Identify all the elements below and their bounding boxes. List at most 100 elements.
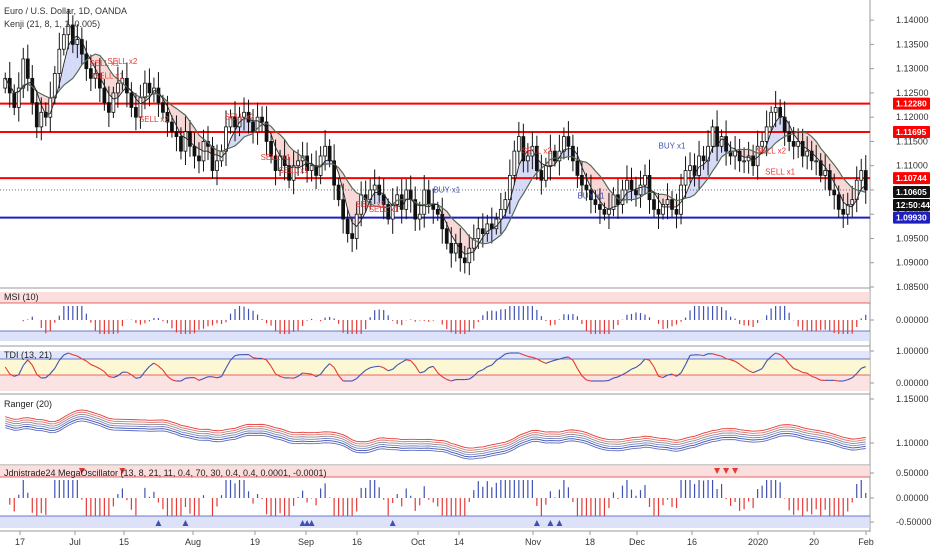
candle-body (818, 160, 823, 176)
tdi-line-segment (518, 352, 524, 356)
candle-body (147, 82, 152, 94)
tdi-line-segment (793, 368, 799, 371)
cloud-segment (690, 174, 695, 198)
candle-body (242, 111, 246, 118)
tdi-line-segment (117, 371, 123, 377)
tdi-line-segment (270, 365, 277, 375)
candle-body (336, 184, 341, 201)
tdi-line-segment (203, 376, 209, 380)
tdi-line-segment (324, 363, 331, 369)
tdi-line-segment (27, 359, 33, 366)
candle-body (88, 68, 93, 79)
candle-body (111, 92, 116, 113)
tdi-line-segment (108, 376, 114, 378)
tdi-line-segment (739, 363, 745, 369)
candle-body (75, 39, 80, 45)
tdi-line-segment (446, 378, 452, 382)
time-tick-label: 20 (809, 537, 819, 547)
candle-body (706, 145, 710, 162)
candle-body (805, 150, 810, 157)
candle-body (25, 58, 30, 79)
candle-body (341, 199, 346, 220)
candle-body (224, 126, 228, 152)
cloud-segment (766, 131, 772, 152)
tdi-line-segment (302, 372, 308, 375)
price-tick-label: 1.11500 (896, 136, 928, 146)
tdi-line-segment (113, 375, 119, 378)
candle-body (282, 155, 287, 167)
candle-body (251, 121, 255, 133)
tdi-line-segment (545, 361, 551, 364)
tdi-line-segment (275, 373, 281, 377)
candle-body (264, 121, 269, 142)
tdi-line-segment (482, 366, 488, 371)
tdi-line-segment (505, 352, 510, 355)
tdi-line-segment (703, 353, 709, 357)
tdi-line-segment (748, 370, 754, 374)
kenji-slow-line (4, 53, 866, 245)
cloud-segment (455, 221, 461, 250)
tdi-line-segment (788, 363, 795, 369)
osc-buy-marker (155, 520, 162, 526)
cloud-segment (280, 134, 285, 163)
candle-body (39, 111, 44, 128)
tdi-line-segment (216, 376, 222, 379)
cloud-segment (586, 162, 591, 188)
candle-body (652, 199, 656, 210)
cloud-segment (122, 83, 127, 92)
tdi-line-segment (22, 359, 29, 366)
candle-body (79, 39, 84, 55)
tdi-line-segment (68, 352, 74, 356)
cloud-segment (72, 35, 78, 79)
candle-body (102, 87, 107, 104)
tdi-line-segment (721, 355, 727, 360)
time-tick-label: Oct (411, 537, 426, 547)
cloud-segment (289, 146, 294, 169)
time-tick-label: 15 (119, 537, 129, 547)
tdi-line-segment (225, 359, 231, 369)
candle-body (562, 136, 566, 152)
candle-body (179, 136, 183, 152)
candle-body (724, 136, 728, 152)
cloud-segment (604, 182, 609, 210)
tdi-line-segment (158, 365, 164, 371)
time-tick-label: 18 (585, 537, 595, 547)
tdi-line-segment (432, 366, 439, 374)
osc-buy-marker (182, 520, 189, 526)
candle-body (814, 160, 819, 163)
ranger-band-line (5, 409, 866, 449)
candle-body (647, 174, 652, 201)
candle-body (544, 165, 548, 181)
sell-signal-label: SELL x1 (279, 166, 309, 175)
price-tick-label: 1.13500 (896, 39, 929, 49)
tdi-line-segment (649, 359, 655, 368)
candle-body (192, 145, 197, 157)
candle-body (116, 82, 120, 94)
tdi-line-segment (843, 379, 848, 382)
candle-body (607, 208, 611, 215)
tdi-line-segment (36, 374, 42, 379)
price-badge (893, 125, 930, 138)
candle-body (539, 170, 544, 181)
tdi-line-segment (126, 371, 132, 376)
tdi-line-segment (815, 377, 821, 381)
tdi-line-segment (388, 368, 393, 372)
candle-body (715, 126, 719, 147)
tdi-line-segment (532, 356, 538, 360)
candle-body (188, 131, 192, 147)
tdi-line-segment (766, 356, 772, 362)
candle-body (260, 116, 264, 123)
osc-sell-marker (732, 468, 739, 474)
tdi-line-segment (554, 358, 560, 361)
tdi-line-segment (468, 375, 475, 380)
tdi-line-segment (761, 360, 768, 369)
price-badge-label: 1.12280 (896, 99, 927, 109)
tdi-line-segment (410, 360, 416, 367)
candle-body (485, 223, 490, 235)
tdi-line-segment (730, 359, 736, 362)
candle-body (719, 136, 724, 147)
candle-body (210, 145, 215, 171)
time-tick-label: Nov (525, 537, 542, 547)
tdi-line-segment (18, 365, 24, 376)
